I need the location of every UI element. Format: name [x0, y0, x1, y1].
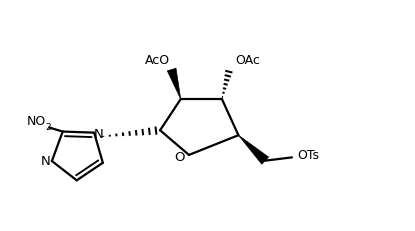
Text: NO: NO	[27, 115, 46, 128]
Text: 2: 2	[45, 123, 51, 132]
Text: N: N	[40, 155, 50, 167]
Polygon shape	[238, 135, 269, 164]
Text: AcO: AcO	[145, 54, 170, 67]
Polygon shape	[167, 68, 181, 99]
Text: N: N	[94, 128, 104, 141]
Text: O: O	[175, 151, 185, 164]
Text: OAc: OAc	[235, 54, 260, 67]
Text: OTs: OTs	[298, 149, 320, 162]
